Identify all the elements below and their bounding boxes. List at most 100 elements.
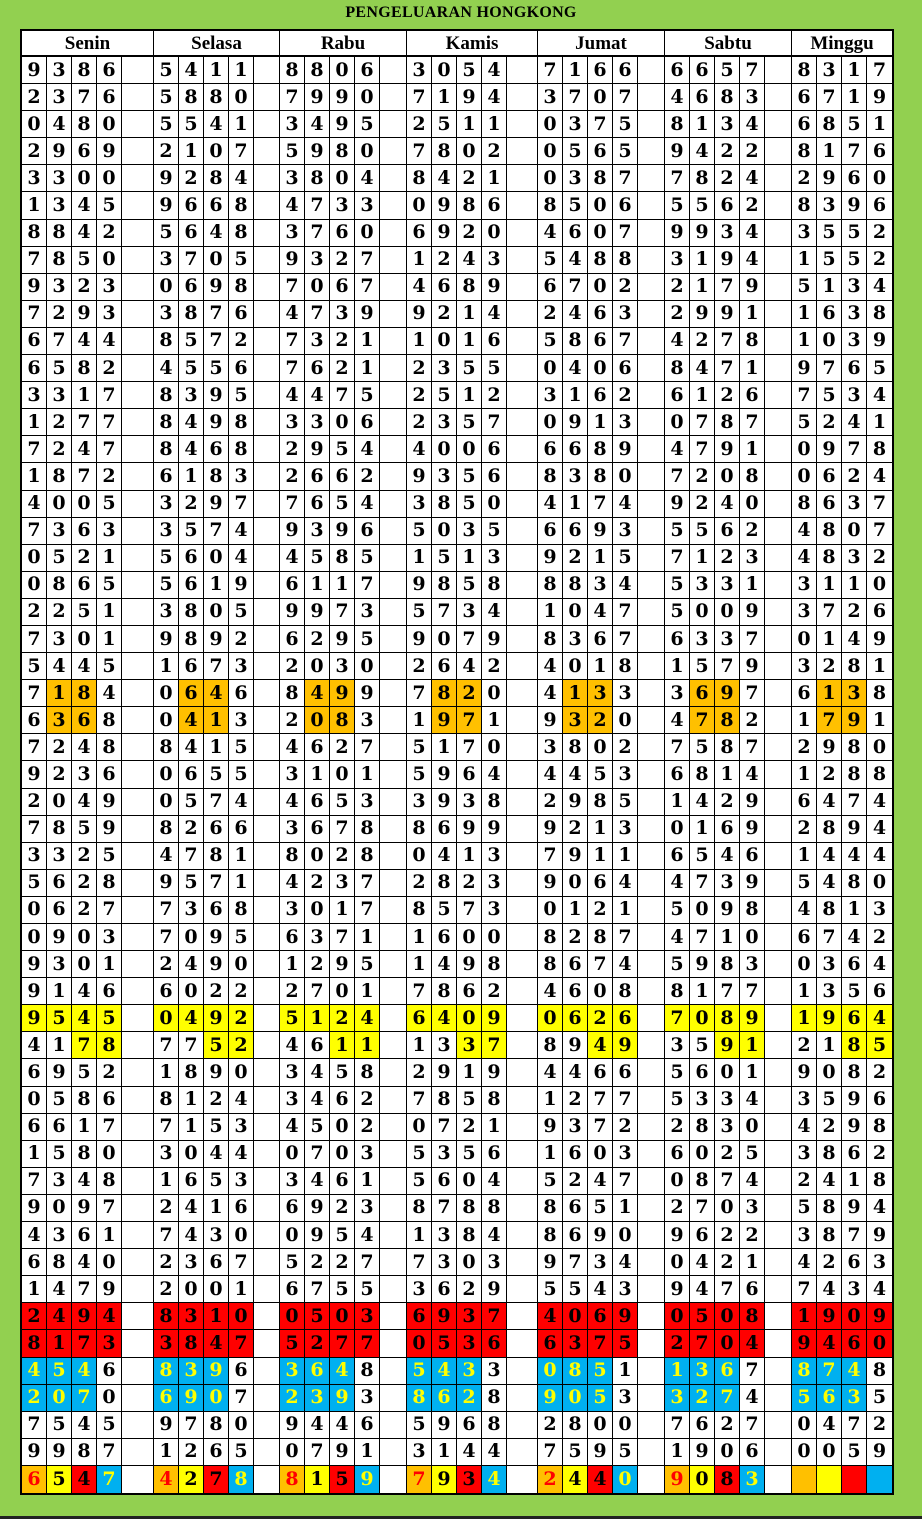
result-digit-minggu: 2 <box>792 1032 817 1060</box>
result-digit-minggu <box>842 1465 867 1493</box>
spacer-cell <box>122 1167 154 1195</box>
result-digit-senin: 6 <box>22 1059 47 1087</box>
result-digit-selasa: 1 <box>204 707 229 735</box>
result-digit-sabtu: 3 <box>665 1384 690 1412</box>
spacer-cell <box>254 761 280 789</box>
result-digit-jumat: 5 <box>588 1357 613 1385</box>
spacer-cell <box>254 1303 280 1331</box>
result-digit-sabtu: 4 <box>740 111 765 139</box>
spacer-cell <box>507 84 538 112</box>
result-digit-senin: 6 <box>22 1113 47 1141</box>
result-digit-sabtu: 8 <box>690 1167 715 1195</box>
result-digit-sabtu: 4 <box>665 84 690 112</box>
result-digit-selasa: 1 <box>229 869 254 897</box>
result-digit-sabtu: 0 <box>690 896 715 924</box>
result-digit-senin: 8 <box>22 1330 47 1358</box>
spacer-cell <box>638 111 665 139</box>
result-digit-jumat: 4 <box>538 219 563 247</box>
result-digit-minggu: 5 <box>867 355 892 383</box>
result-digit-minggu: 8 <box>867 301 892 328</box>
result-digit-selasa: 9 <box>204 382 229 410</box>
result-digit-senin: 4 <box>72 653 97 681</box>
result-digit-selasa: 3 <box>179 1303 204 1331</box>
result-digit-selasa: 7 <box>179 1032 204 1060</box>
result-digit-sabtu: 7 <box>740 1411 765 1439</box>
spacer-cell <box>507 1276 538 1304</box>
result-digit-sabtu: 5 <box>665 598 690 626</box>
result-digit-jumat: 1 <box>538 1086 563 1114</box>
result-digit-senin: 6 <box>72 1222 97 1250</box>
result-digit-rabu: 8 <box>330 138 355 166</box>
spacer-cell <box>507 1167 538 1195</box>
result-digit-kamis: 3 <box>407 1276 432 1304</box>
result-digit-kamis: 7 <box>457 707 482 735</box>
result-digit-kamis: 5 <box>457 571 482 599</box>
result-digit-senin: 7 <box>72 1032 97 1060</box>
spacer-cell <box>765 1303 792 1331</box>
result-digit-kamis: 5 <box>457 1140 482 1168</box>
result-digit-rabu: 9 <box>355 300 380 328</box>
result-digit-selasa: 0 <box>154 788 179 816</box>
result-digit-minggu: 6 <box>842 1330 867 1358</box>
spacer-cell <box>380 1249 407 1277</box>
result-digit-rabu: 4 <box>330 1411 355 1439</box>
result-digit-kamis: 6 <box>457 1411 482 1439</box>
spacer-cell <box>254 625 280 654</box>
spacer-cell <box>254 924 280 952</box>
result-digit-sabtu: 2 <box>715 165 740 193</box>
spacer-cell <box>122 246 154 274</box>
spacer-cell <box>507 1438 538 1466</box>
result-digit-selasa: 8 <box>154 327 179 356</box>
result-digit-senin: 2 <box>47 409 72 437</box>
spacer-cell <box>765 1330 792 1358</box>
spacer-cell <box>765 436 792 464</box>
result-digit-kamis: 3 <box>432 1032 457 1060</box>
spacer-cell <box>380 761 407 789</box>
result-digit-rabu: 3 <box>330 653 355 681</box>
result-digit-selasa: 3 <box>229 707 254 735</box>
result-digit-minggu: 9 <box>817 1303 842 1331</box>
result-digit-minggu: 4 <box>867 816 892 843</box>
result-digit-jumat: 4 <box>538 978 563 1006</box>
spacer-cell <box>638 707 665 735</box>
result-digit-rabu: 0 <box>280 1140 305 1168</box>
result-digit-jumat: 0 <box>563 598 588 626</box>
result-digit-rabu: 3 <box>280 1167 305 1195</box>
result-digit-selasa: 5 <box>179 517 204 545</box>
result-digit-senin: 7 <box>22 815 47 843</box>
result-digit-senin: 4 <box>72 1005 97 1033</box>
result-digit-selasa: 7 <box>179 1411 204 1439</box>
spacer-cell <box>507 246 538 274</box>
result-digit-senin: 8 <box>72 680 97 708</box>
result-digit-senin: 1 <box>97 1222 122 1250</box>
result-digit-senin: 3 <box>97 300 122 328</box>
result-digit-selasa: 8 <box>229 896 254 924</box>
result-digit-rabu: 5 <box>330 1276 355 1304</box>
result-digit-minggu: 8 <box>792 138 817 166</box>
result-digit-selasa: 2 <box>179 815 204 843</box>
spacer-cell <box>122 1113 154 1141</box>
result-digit-minggu: 4 <box>792 517 817 545</box>
result-digit-selasa: 0 <box>229 1303 254 1331</box>
spacer-cell <box>122 544 154 572</box>
result-digit-jumat: 9 <box>538 544 563 572</box>
result-digit-senin: 9 <box>22 978 47 1006</box>
result-digit-senin: 5 <box>47 1357 72 1385</box>
result-digit-rabu: 6 <box>305 788 330 816</box>
result-digit-senin: 2 <box>72 273 97 301</box>
result-digit-kamis: 1 <box>482 1113 507 1141</box>
result-digit-kamis: 7 <box>457 734 482 762</box>
result-digit-senin: 3 <box>47 192 72 220</box>
result-digit-minggu: 1 <box>867 409 892 437</box>
spacer-cell <box>254 1465 280 1493</box>
result-digit-senin: 1 <box>72 382 97 410</box>
result-digit-selasa: 0 <box>204 1384 229 1412</box>
result-digit-senin: 5 <box>47 355 72 383</box>
result-digit-jumat: 8 <box>563 1411 588 1439</box>
result-digit-rabu: 4 <box>280 300 305 328</box>
result-digit-selasa: 8 <box>154 436 179 464</box>
spacer-cell <box>122 1465 154 1493</box>
result-digit-kamis: 3 <box>432 355 457 383</box>
result-digit-jumat: 6 <box>563 517 588 545</box>
result-digit-senin: 1 <box>47 1330 72 1358</box>
